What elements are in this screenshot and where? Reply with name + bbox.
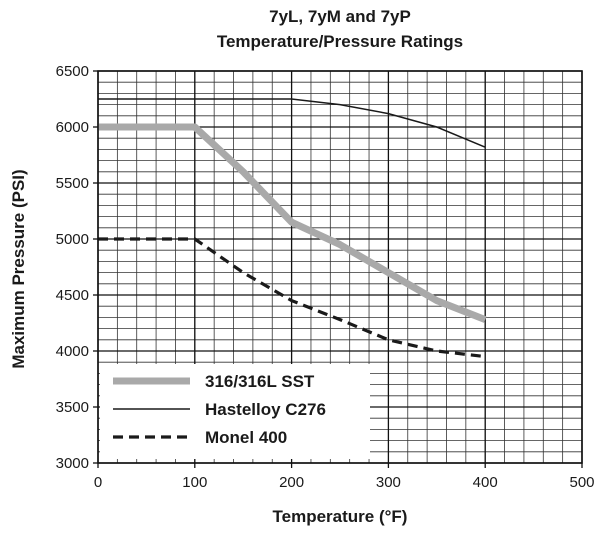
x-tick-label: 0 — [94, 474, 102, 491]
x-tick-label: 300 — [376, 474, 401, 491]
x-tick-label: 500 — [569, 474, 594, 491]
y-tick-label: 6500 — [56, 63, 89, 80]
y-tick-label: 3500 — [56, 399, 89, 416]
y-tick-label: 5500 — [56, 175, 89, 192]
legend-label-316-316l-sst: 316/316L SST — [205, 372, 315, 391]
legend: 316/316L SST Hastelloy C276 Monel 400 — [100, 364, 370, 459]
y-tick-label: 6000 — [56, 119, 89, 136]
plot-border — [97, 70, 583, 464]
chart-title-line-2: Temperature/Pressure Ratings — [217, 32, 463, 51]
y-tick-label: 3000 — [56, 455, 89, 472]
series-layer — [98, 98, 487, 359]
chart-title-line-1: 7yL, 7yM and 7yP — [269, 7, 411, 26]
x-tick-label: 200 — [279, 474, 304, 491]
y-tick-label: 4500 — [56, 287, 89, 304]
x-axis-label: Temperature (°F) — [273, 507, 408, 526]
legend-label-monel-400: Monel 400 — [205, 428, 287, 447]
y-tick-label: 4000 — [56, 343, 89, 360]
plot-frame — [93, 70, 583, 468]
y-axis-label: Maximum Pressure (PSI) — [9, 169, 28, 368]
y-tick-labels: 3000 3500 4000 4500 5000 5500 6000 6500 — [56, 63, 89, 472]
y-tick-label: 5000 — [56, 231, 89, 248]
series-line-hastelloy-c276 — [98, 98, 486, 148]
x-tick-labels: 0 100 200 300 400 500 — [94, 474, 595, 491]
x-tick-label: 100 — [182, 474, 207, 491]
x-tick-label: 400 — [473, 474, 498, 491]
legend-label-hastelloy-c276: Hastelloy C276 — [205, 400, 326, 419]
series-line-316-316l-sst — [98, 123, 487, 323]
series-line-monel-400 — [98, 237, 486, 359]
